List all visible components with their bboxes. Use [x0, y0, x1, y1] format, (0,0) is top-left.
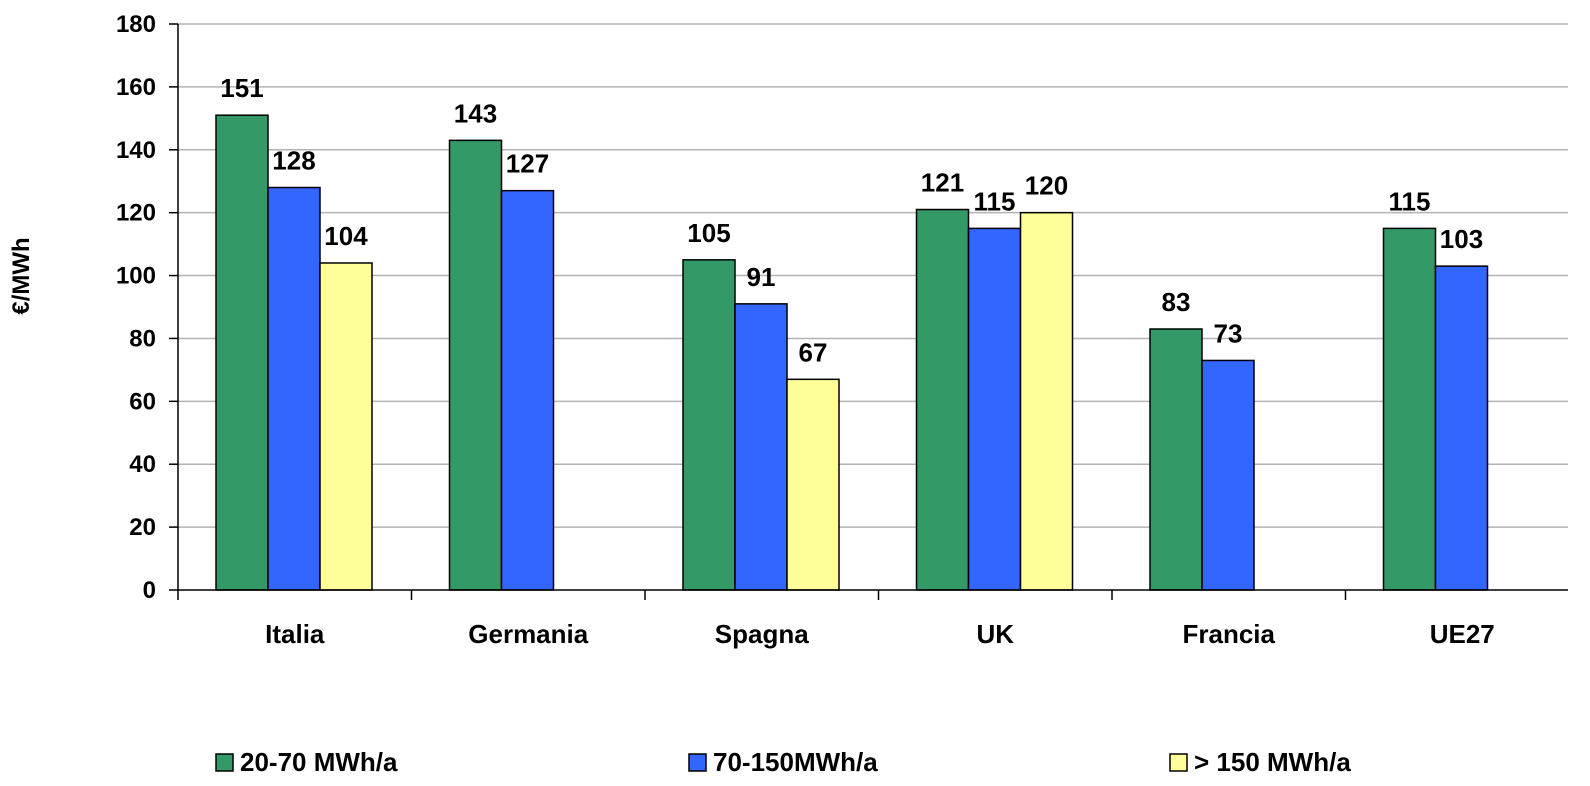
y-tick-label: 80 — [129, 325, 156, 352]
data-label: 73 — [1214, 318, 1243, 348]
data-label: 143 — [454, 98, 497, 128]
bar — [1019, 211, 1074, 591]
bars — [215, 114, 1489, 591]
bar — [1382, 227, 1437, 591]
bar — [215, 114, 269, 591]
x-tick-label: Italia — [265, 619, 325, 649]
bar — [448, 139, 503, 591]
axes: 0 20 40 60 80 100 120 140 160 180 Italia Germania Sp… — [116, 11, 1568, 649]
y-tick-label: 60 — [129, 388, 156, 415]
y-tick-label: 140 — [116, 137, 156, 164]
gridlines — [178, 23, 1568, 528]
data-label: 121 — [921, 168, 964, 198]
bar — [1434, 265, 1489, 591]
bar — [682, 259, 736, 591]
y-tick-label: 180 — [116, 11, 156, 38]
x-tick-label: UK — [976, 619, 1014, 649]
legend-label: 70-150MWh/a — [713, 747, 878, 777]
x-tick-label: Spagna — [715, 619, 809, 649]
x-tick-label: Francia — [1183, 619, 1276, 649]
bar — [500, 189, 555, 591]
y-tick-label: 0 — [143, 577, 156, 604]
bar — [967, 227, 1022, 591]
y-tick-label: 20 — [129, 514, 156, 541]
data-label: 105 — [687, 218, 730, 248]
legend-swatch — [1169, 753, 1188, 772]
data-label: 151 — [220, 73, 263, 103]
legend-swatch — [688, 753, 707, 772]
data-label: 67 — [799, 337, 828, 367]
y-tick-label: 120 — [116, 200, 156, 227]
bar — [1201, 359, 1255, 591]
data-label: 128 — [272, 146, 315, 176]
y-tick-label: 40 — [129, 451, 156, 478]
y-tick-label: 160 — [116, 74, 156, 101]
data-label: 120 — [1025, 171, 1068, 201]
data-labels: 151 128 104 143 127 105 91 67 121 115 120 83 73 115 10… — [220, 73, 1483, 367]
bar — [734, 303, 788, 591]
legend-swatch — [215, 753, 234, 772]
data-label: 115 — [1389, 186, 1431, 216]
data-label: 115 — [974, 186, 1016, 216]
bar — [1149, 328, 1203, 591]
bar — [915, 208, 970, 591]
legend: 20-70 MWh/a 70-150MWh/a > 150 MWh/a — [215, 747, 1351, 777]
data-label: 127 — [506, 149, 549, 179]
x-tick-label: UE27 — [1430, 619, 1495, 649]
data-label: 91 — [747, 262, 776, 292]
x-tick-label: Germania — [468, 619, 588, 649]
data-label: 104 — [324, 221, 368, 251]
bar — [319, 262, 373, 591]
y-tick-label: 100 — [116, 263, 156, 290]
data-label: 103 — [1440, 224, 1483, 254]
data-label: 83 — [1162, 287, 1191, 317]
legend-label: > 150 MWh/a — [1194, 747, 1351, 777]
legend-label: 20-70 MWh/a — [240, 747, 398, 777]
bar — [267, 186, 321, 591]
y-axis-title: €/MWh — [8, 237, 35, 314]
bar — [786, 378, 840, 591]
